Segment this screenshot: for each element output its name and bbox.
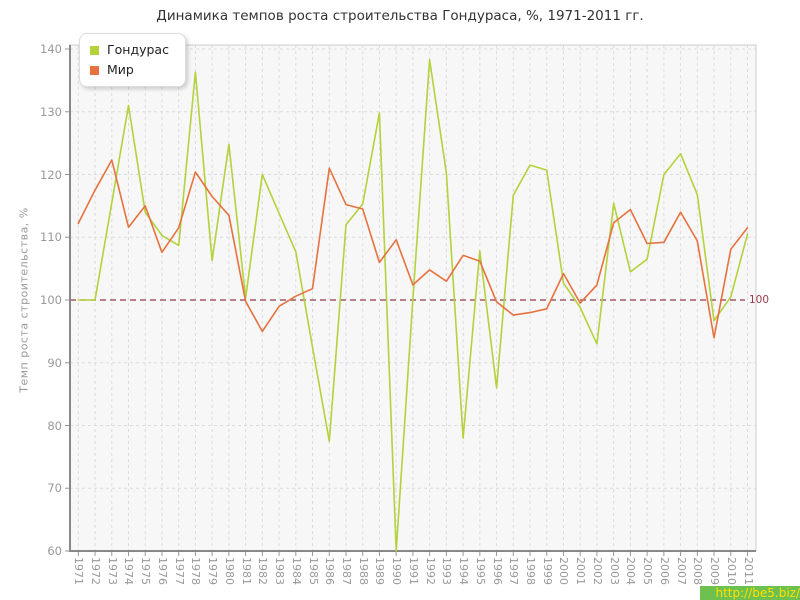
x-tick-label: 1986 bbox=[323, 557, 337, 585]
x-tick-label: 2009 bbox=[708, 557, 722, 585]
x-tick-label: 2010 bbox=[724, 557, 738, 585]
x-tick-label: 1987 bbox=[339, 557, 353, 585]
y-tick-label: 110 bbox=[40, 230, 62, 245]
legend: Гондурас Мир bbox=[79, 33, 186, 87]
x-tick-label: 1983 bbox=[273, 557, 287, 585]
legend-swatch-icon bbox=[90, 65, 99, 75]
x-tick-label: 2011 bbox=[741, 557, 755, 585]
legend-label: Мир bbox=[107, 62, 134, 77]
x-tick-label: 1998 bbox=[524, 557, 537, 585]
x-tick-label: 1996 bbox=[490, 557, 504, 585]
y-tick-label: 90 bbox=[47, 355, 62, 370]
x-tick-label: 2004 bbox=[624, 557, 638, 585]
x-tick-label: 1975 bbox=[139, 557, 153, 585]
x-tick-label: 2003 bbox=[607, 557, 621, 585]
x-tick-label: 1973 bbox=[105, 557, 119, 585]
x-tick-label: 2008 bbox=[691, 557, 705, 585]
x-tick-label: 1974 bbox=[122, 557, 136, 585]
x-tick-label: 1994 bbox=[457, 557, 471, 585]
x-tick-label: 1992 bbox=[423, 557, 437, 585]
x-tick-label: 1988 bbox=[356, 557, 370, 585]
x-tick-label: 1971 bbox=[72, 557, 86, 585]
x-tick-label: 1997 bbox=[507, 557, 521, 585]
y-tick-label: 120 bbox=[40, 167, 62, 182]
series-line-world bbox=[77, 159, 749, 339]
y-tick-label: 60 bbox=[47, 544, 62, 558]
chart-title: Динамика темпов роста строительства Гонд… bbox=[156, 8, 644, 24]
y-tick-label: 140 bbox=[40, 42, 62, 56]
x-tick-label: 2001 bbox=[574, 557, 588, 585]
x-tick-label: 2002 bbox=[590, 557, 604, 585]
x-tick-label: 2005 bbox=[641, 557, 655, 585]
x-tick-label: 1981 bbox=[239, 557, 253, 585]
legend-item: Мир bbox=[90, 60, 169, 80]
x-tick-label: 1972 bbox=[89, 557, 103, 585]
x-tick-label: 1982 bbox=[256, 557, 270, 585]
x-tick-label: 2006 bbox=[657, 557, 671, 585]
reference-line-label: 100 bbox=[749, 294, 770, 306]
y-tick-label: 100 bbox=[40, 293, 62, 307]
x-tick-label: 2007 bbox=[674, 557, 688, 585]
legend-swatch-icon bbox=[90, 45, 99, 55]
x-tick-label: 1978 bbox=[189, 557, 203, 585]
x-tick-label: 1976 bbox=[155, 557, 169, 585]
watermark-link: http://be5.biz/ bbox=[700, 586, 800, 600]
x-tick-label: 1985 bbox=[306, 557, 320, 585]
x-tick-label: 1990 bbox=[390, 557, 404, 585]
x-tick-label: 1984 bbox=[289, 557, 303, 585]
legend-label: Гондурас bbox=[107, 42, 169, 57]
x-tick-label: 1980 bbox=[222, 557, 236, 585]
y-tick-label: 70 bbox=[47, 481, 62, 496]
x-tick-label: 1995 bbox=[473, 557, 487, 585]
x-tick-label: 1991 bbox=[406, 557, 420, 585]
series-line-honduras bbox=[77, 58, 749, 552]
x-tick-label: 1979 bbox=[206, 557, 220, 585]
x-tick-label: 1989 bbox=[373, 557, 387, 585]
y-tick-label: 80 bbox=[47, 418, 62, 433]
y-tick-label: 130 bbox=[40, 104, 62, 119]
x-tick-label: 1993 bbox=[440, 557, 454, 585]
x-tick-label: 2000 bbox=[557, 557, 571, 585]
x-tick-label: 1977 bbox=[172, 557, 186, 585]
x-tick-label: 1999 bbox=[540, 557, 554, 585]
legend-item: Гондурас bbox=[90, 40, 169, 60]
